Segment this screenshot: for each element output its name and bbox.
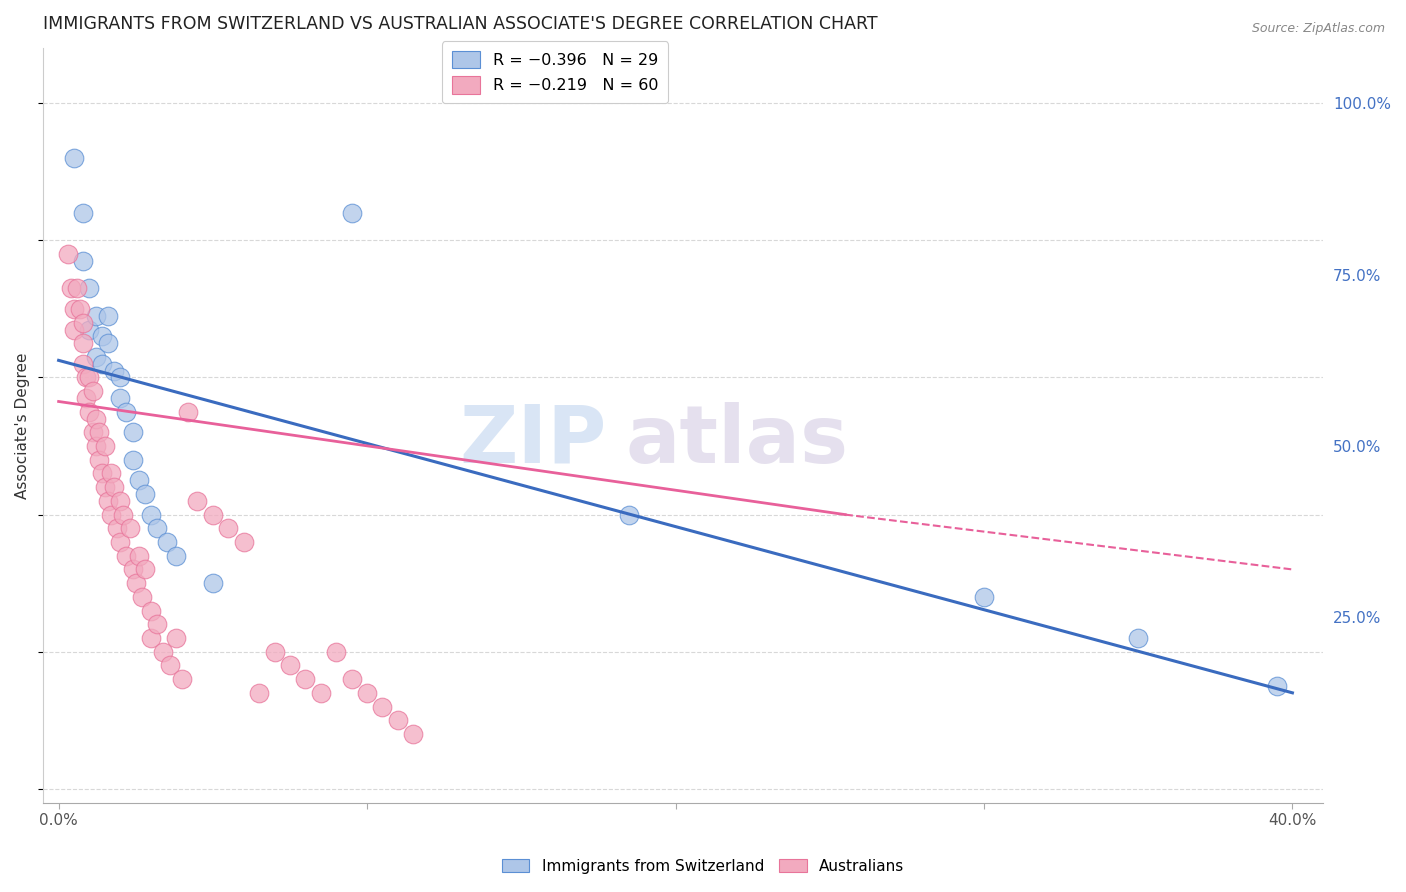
Point (63, 301, 86, 316)
Point (110, 391, 132, 405)
Point (165, 631, 187, 645)
Point (201, 576, 224, 591)
Point (110, 494, 132, 508)
Point (63, 151, 86, 165)
Point (72, 206, 94, 220)
Point (152, 645, 174, 659)
Point (75, 391, 97, 405)
Point (155, 535, 177, 549)
Point (97, 309, 120, 323)
Text: IMMIGRANTS FROM SWITZERLAND VS AUSTRALIAN ASSOCIATE'S DEGREE CORRELATION CHART: IMMIGRANTS FROM SWITZERLAND VS AUSTRALIA… (44, 15, 877, 33)
Point (619, 508, 641, 522)
Point (232, 535, 254, 549)
Point (294, 672, 316, 686)
Y-axis label: Associate's Degree: Associate's Degree (15, 352, 30, 499)
Point (387, 713, 409, 727)
Point (84, 411, 107, 425)
Point (141, 604, 163, 618)
Point (247, 686, 270, 700)
Point (84, 350, 107, 364)
Point (115, 549, 138, 563)
Point (141, 631, 163, 645)
Point (115, 405, 138, 419)
Point (134, 562, 156, 576)
Point (170, 672, 193, 686)
Point (66, 281, 89, 295)
Point (309, 686, 332, 700)
Point (100, 508, 122, 522)
Point (79, 370, 101, 384)
Point (217, 521, 239, 535)
Point (72, 316, 94, 330)
Point (121, 562, 143, 576)
Point (278, 658, 301, 673)
Point (75, 370, 97, 384)
Point (402, 727, 425, 741)
Text: ZIP: ZIP (460, 401, 606, 480)
Legend: R = −0.396   N = 29, R = −0.219   N = 60: R = −0.396 N = 29, R = −0.219 N = 60 (441, 41, 668, 103)
Point (165, 549, 187, 563)
Point (118, 521, 141, 535)
Text: Source: ZipAtlas.com: Source: ZipAtlas.com (1251, 22, 1385, 36)
Point (356, 686, 378, 700)
Point (82, 384, 104, 399)
Point (177, 405, 200, 419)
Point (87, 452, 110, 467)
Point (146, 617, 169, 632)
Point (112, 508, 135, 522)
Point (84, 439, 107, 453)
Point (186, 494, 208, 508)
Point (110, 535, 132, 549)
Point (125, 576, 148, 591)
Point (79, 281, 101, 295)
Point (1128, 631, 1150, 645)
Point (79, 322, 101, 336)
Point (90, 467, 112, 481)
Point (159, 658, 181, 673)
Legend: Immigrants from Switzerland, Australians: Immigrants from Switzerland, Australians (496, 853, 910, 880)
Point (128, 473, 150, 487)
Point (340, 206, 363, 220)
Point (131, 590, 153, 604)
Point (146, 521, 169, 535)
Point (103, 480, 125, 494)
Point (72, 336, 94, 351)
Text: atlas: atlas (626, 401, 849, 480)
Point (121, 452, 143, 467)
Point (79, 405, 101, 419)
Point (69, 301, 91, 316)
Point (973, 590, 995, 604)
Point (63, 322, 86, 336)
Point (59, 281, 82, 295)
Point (141, 508, 163, 522)
Point (201, 508, 224, 522)
Point (97, 494, 120, 508)
Point (94, 480, 117, 494)
Point (94, 439, 117, 453)
Point (134, 487, 156, 501)
Point (371, 699, 394, 714)
Point (128, 549, 150, 563)
Point (97, 336, 120, 351)
Point (1265, 679, 1288, 693)
Point (90, 357, 112, 371)
Point (103, 364, 125, 378)
Point (263, 645, 285, 659)
Point (72, 254, 94, 268)
Point (100, 467, 122, 481)
Point (105, 521, 128, 535)
Point (82, 425, 104, 440)
Point (72, 357, 94, 371)
Point (90, 329, 112, 343)
Point (87, 425, 110, 440)
Point (56, 247, 79, 261)
Point (340, 672, 363, 686)
Point (121, 425, 143, 440)
Point (325, 645, 347, 659)
Point (84, 309, 107, 323)
Point (110, 370, 132, 384)
